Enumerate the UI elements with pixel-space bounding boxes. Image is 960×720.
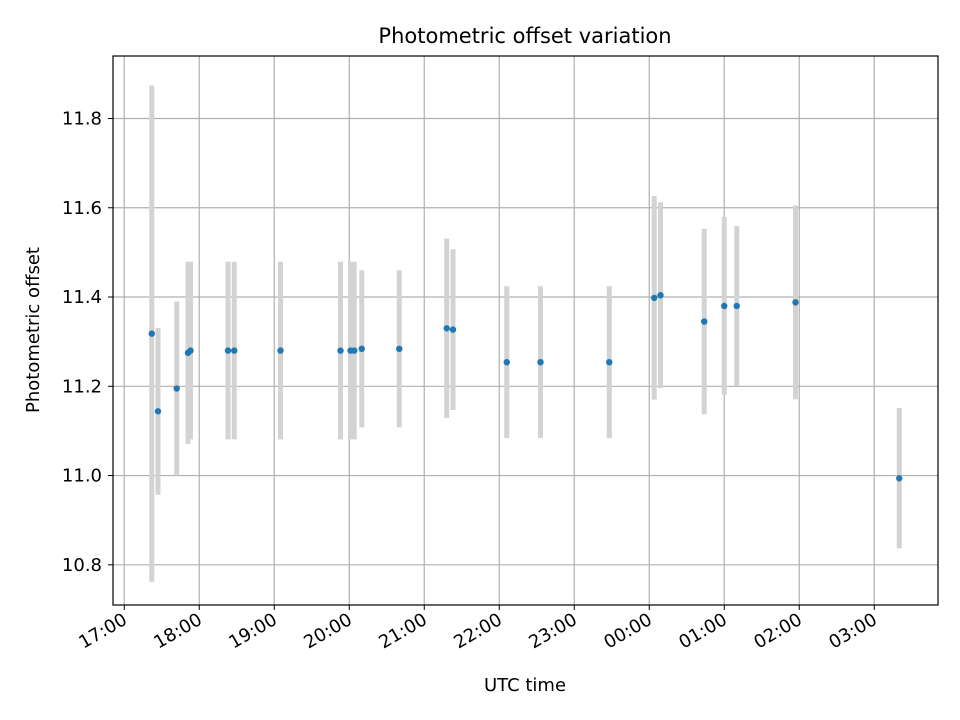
y-tick-label: 11.0 [62,466,102,487]
data-point [173,385,180,392]
y-axis-label: Photometric offset [23,247,44,413]
data-point [154,408,162,415]
data-point [606,358,613,366]
x-tick-label: 19:00 [225,609,280,653]
chart-title: Photometric offset variation [378,24,671,48]
data-point [449,326,457,333]
x-tick-label: 01:00 [675,609,730,653]
data-point [503,358,510,366]
data-point [443,325,450,332]
data-point [231,347,238,354]
error-bars [149,85,902,582]
x-tick-label: 02:00 [750,609,805,653]
x-tick-label: 17:00 [75,609,130,653]
grid [113,56,938,605]
x-tick-label: 22:00 [450,609,505,653]
data-point [224,347,232,354]
plot-frame [112,55,939,606]
data-point [792,299,799,306]
data-point [277,347,284,354]
data-point [657,292,664,299]
x-tick-label: 00:00 [600,609,655,653]
data-point [896,475,903,482]
data-point [358,345,365,352]
data-point [651,294,658,302]
y-tick-label: 11.6 [62,198,102,219]
x-axis-label: UTC time [484,675,566,696]
x-tick-label: 03:00 [825,609,880,653]
x-tick-label: 23:00 [525,609,580,653]
data-point [701,318,708,325]
data-point [396,345,403,352]
y-tick-label: 11.2 [62,376,102,397]
x-tick-label: 18:00 [150,609,205,653]
y-axis-ticks: 10.8 11.0 11.2 11.4 11.6 11.8 [62,108,113,576]
data-point [337,347,344,354]
data-point [187,347,194,354]
x-axis-ticks: 17:00 18:00 19:00 20:00 21:00 22:00 23:00 00:00… [75,605,881,653]
data-point [351,347,358,354]
data-point [537,358,544,366]
x-tick-label: 21:00 [375,609,430,653]
data-point [733,302,740,310]
data-point [721,302,728,310]
data-point [148,330,155,337]
y-tick-label: 11.8 [62,108,102,129]
y-tick-label: 10.8 [62,555,102,576]
x-tick-label: 20:00 [300,609,355,653]
y-tick-label: 11.4 [62,287,102,308]
data-points [148,292,903,482]
